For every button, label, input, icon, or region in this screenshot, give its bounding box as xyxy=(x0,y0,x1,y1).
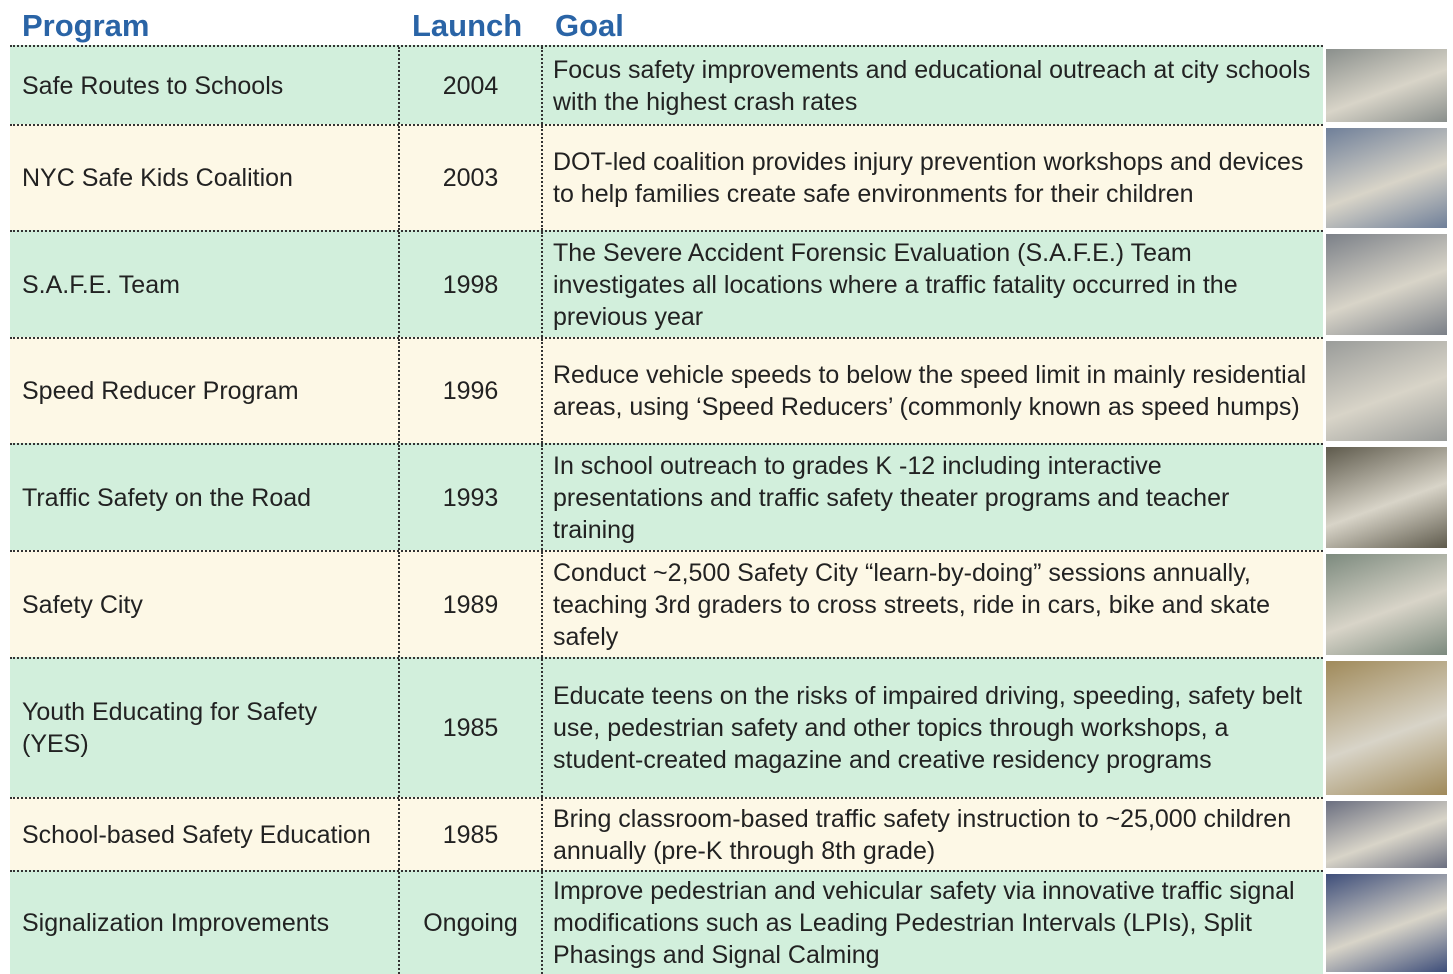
table-row: NYC Safe Kids Coalition 2003 DOT-led coali… xyxy=(10,124,1323,230)
table-row: Youth Educating for Safety (YES) 1985 Educ… xyxy=(10,657,1323,797)
header-program: Program xyxy=(22,8,150,43)
launch-cell: 1985 xyxy=(400,659,543,797)
program-cell: Speed Reducer Program xyxy=(10,339,400,443)
table-row: Signalization Improvements Ongoing Improve… xyxy=(10,870,1323,974)
photo xyxy=(1326,341,1447,441)
launch-cell: 1993 xyxy=(400,445,543,550)
photo xyxy=(1326,447,1447,548)
photo xyxy=(1326,49,1447,122)
table-row: Traffic Safety on the Road 1993 In school … xyxy=(10,443,1323,550)
goal-cell: Bring classroom-based traffic safety ins… xyxy=(553,804,1292,865)
photo xyxy=(1326,234,1447,335)
program-cell: S.A.F.E. Team xyxy=(10,232,400,337)
header-launch: Launch xyxy=(412,8,523,43)
photo xyxy=(1326,128,1447,228)
table-row: School-based Safety Education 1985 Bring c… xyxy=(10,797,1323,870)
launch-cell: 2004 xyxy=(400,47,543,124)
program-cell: School-based Safety Education xyxy=(10,799,400,870)
launch-cell: 1985 xyxy=(400,799,543,870)
launch-cell: 1996 xyxy=(400,339,543,443)
goal-cell: Focus safety improvements and educationa… xyxy=(553,55,1311,116)
table-row: Safety City 1989 Conduct ~2,500 Safety Cit… xyxy=(10,550,1323,657)
goal-cell: Educate teens on the risks of impaired d… xyxy=(553,682,1303,774)
goal-cell: Conduct ~2,500 Safety City “learn-by-doi… xyxy=(553,558,1271,651)
launch-cell: 1998 xyxy=(400,232,543,337)
launch-cell: Ongoing xyxy=(400,872,543,974)
table-row: Safe Routes to Schools 2004 Focus safety i… xyxy=(10,45,1323,124)
launch-cell: 2003 xyxy=(400,126,543,230)
program-cell: Safe Routes to Schools xyxy=(10,47,400,124)
table-row: Speed Reducer Program 1996 Reduce vehicle … xyxy=(10,337,1323,443)
program-cell: Safety City xyxy=(10,552,400,657)
program-cell: Traffic Safety on the Road xyxy=(10,445,400,550)
table-row: S.A.F.E. Team 1998 The Severe Accident For… xyxy=(10,230,1323,337)
goal-cell: Improve pedestrian and vehicular safety … xyxy=(553,877,1295,969)
program-cell: Signalization Improvements xyxy=(10,872,400,974)
goal-cell: DOT-led coalition provides injury preven… xyxy=(553,148,1304,208)
program-cell: NYC Safe Kids Coalition xyxy=(10,126,400,230)
photo xyxy=(1326,801,1447,868)
photo xyxy=(1326,554,1447,655)
goal-cell: In school outreach to grades K -12 inclu… xyxy=(553,451,1230,544)
launch-cell: 1989 xyxy=(400,552,543,657)
photo xyxy=(1326,874,1447,972)
goal-cell: Reduce vehicle speeds to below the speed… xyxy=(553,361,1307,421)
program-cell: Youth Educating for Safety (YES) xyxy=(10,659,400,797)
photo xyxy=(1326,661,1447,795)
goal-cell: The Severe Accident Forensic Evaluation … xyxy=(553,238,1238,331)
header-goal: Goal xyxy=(555,8,624,43)
